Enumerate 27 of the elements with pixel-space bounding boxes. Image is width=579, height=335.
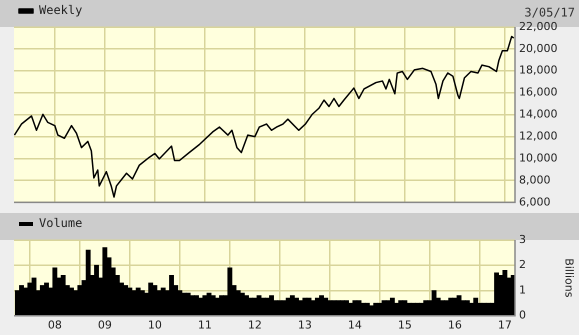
y-tick-label: 12,000 <box>519 129 558 142</box>
y-tick-label: 8,000 <box>519 173 550 186</box>
legend-label: Weekly <box>39 3 82 18</box>
x-tick-label: 14 <box>348 318 362 332</box>
y-tick-label: 16,000 <box>519 86 558 99</box>
x-tick-label: 13 <box>298 318 312 332</box>
y-tick-label: 3 <box>519 232 526 246</box>
x-tick-label: 17 <box>498 318 512 332</box>
y-tick-label: 10,000 <box>519 151 558 164</box>
y-tick-label: 18,000 <box>519 64 558 77</box>
legend-label: Volume <box>39 216 82 230</box>
x-tick-label: 11 <box>198 318 212 332</box>
y-axis-title: Billions <box>562 258 576 298</box>
x-tick-label: 10 <box>148 318 162 332</box>
x-tick-label: 08 <box>48 318 62 332</box>
x-tick-label: 12 <box>248 318 262 332</box>
x-tick-label: 16 <box>448 318 462 332</box>
y-tick-label: 20,000 <box>519 42 558 55</box>
y-tick-label: 2 <box>519 258 526 272</box>
y-tick-label: 0 <box>519 308 526 322</box>
x-tick-label: 15 <box>398 318 412 332</box>
y-tick-label: 1 <box>519 283 526 296</box>
y-tick-label: 14,000 <box>519 108 558 121</box>
y-tick-label: 22,000 <box>519 20 558 33</box>
y-tick-label: 6,000 <box>519 195 550 208</box>
x-tick-label: 09 <box>98 318 112 332</box>
text: 3/05/17 <box>524 6 575 20</box>
